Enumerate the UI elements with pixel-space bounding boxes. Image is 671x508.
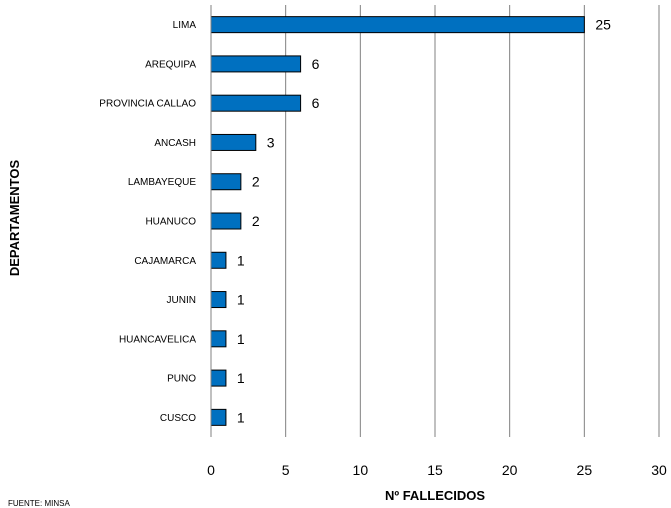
bar-lima bbox=[210, 16, 585, 34]
data-label-huanuco: 2 bbox=[252, 213, 260, 229]
category-label-provincia-callao: PROVINCIA CALLAO bbox=[99, 99, 196, 110]
data-label-lambayeque: 2 bbox=[252, 174, 260, 190]
x-tick-label-25: 25 bbox=[577, 462, 593, 478]
bar-cajamarca bbox=[210, 251, 227, 269]
grid-lines bbox=[285, 5, 660, 437]
x-tick-label-5: 5 bbox=[282, 462, 290, 478]
bar-cusco bbox=[210, 408, 227, 426]
source-note: FUENTE: MINSA bbox=[8, 499, 70, 508]
bar-huancavelica bbox=[210, 330, 227, 348]
category-label-ancash: ANCASH bbox=[154, 138, 196, 149]
bar-huanuco bbox=[210, 212, 242, 230]
bar-puno bbox=[210, 369, 227, 387]
category-label-junin: JUNIN bbox=[167, 295, 196, 306]
data-label-arequipa: 6 bbox=[312, 56, 320, 72]
x-tick-label-10: 10 bbox=[353, 462, 369, 478]
bar-arequipa bbox=[210, 55, 302, 73]
category-label-huancavelica: HUANCAVELICA bbox=[119, 334, 196, 345]
category-label-cajamarca: CAJAMARCA bbox=[134, 256, 196, 267]
category-label-cusco: CUSCO bbox=[160, 413, 196, 424]
data-label-junin: 1 bbox=[237, 292, 245, 308]
bar-ancash bbox=[210, 133, 257, 151]
bar-lambayeque bbox=[210, 173, 242, 191]
data-label-puno: 1 bbox=[237, 370, 245, 386]
category-label-lima: LIMA bbox=[173, 20, 197, 31]
bars bbox=[210, 16, 585, 426]
bar-provincia-callao bbox=[210, 94, 302, 112]
x-tick-label-15: 15 bbox=[427, 462, 443, 478]
data-label-provincia-callao: 6 bbox=[312, 95, 320, 111]
data-label-cajamarca: 1 bbox=[237, 252, 245, 268]
x-tick-label-0: 0 bbox=[207, 462, 215, 478]
x-tick-label-20: 20 bbox=[502, 462, 518, 478]
data-label-huancavelica: 1 bbox=[237, 331, 245, 347]
data-label-cusco: 1 bbox=[237, 409, 245, 425]
x-axis-title: Nº FALLECIDOS bbox=[385, 488, 485, 503]
data-labels: 25 6 6 3 2 2 1 1 1 1 1 bbox=[237, 17, 611, 426]
category-label-huanuco: HUANUCO bbox=[145, 217, 196, 228]
data-label-lima: 25 bbox=[595, 17, 611, 33]
data-label-ancash: 3 bbox=[267, 134, 275, 150]
category-label-puno: PUNO bbox=[167, 374, 196, 385]
category-labels: LIMA AREQUIPA PROVINCIA CALLAO ANCASH LAMBAY… bbox=[99, 20, 196, 424]
x-tick-label-30: 30 bbox=[651, 462, 667, 478]
bar-junin bbox=[210, 291, 227, 309]
category-label-arequipa: AREQUIPA bbox=[145, 59, 196, 70]
y-axis-title: DEPARTAMENTOS bbox=[7, 160, 22, 277]
category-label-lambayeque: LAMBAYEQUE bbox=[128, 177, 196, 188]
x-tick-labels: 0 5 10 15 20 25 30 bbox=[207, 462, 667, 478]
